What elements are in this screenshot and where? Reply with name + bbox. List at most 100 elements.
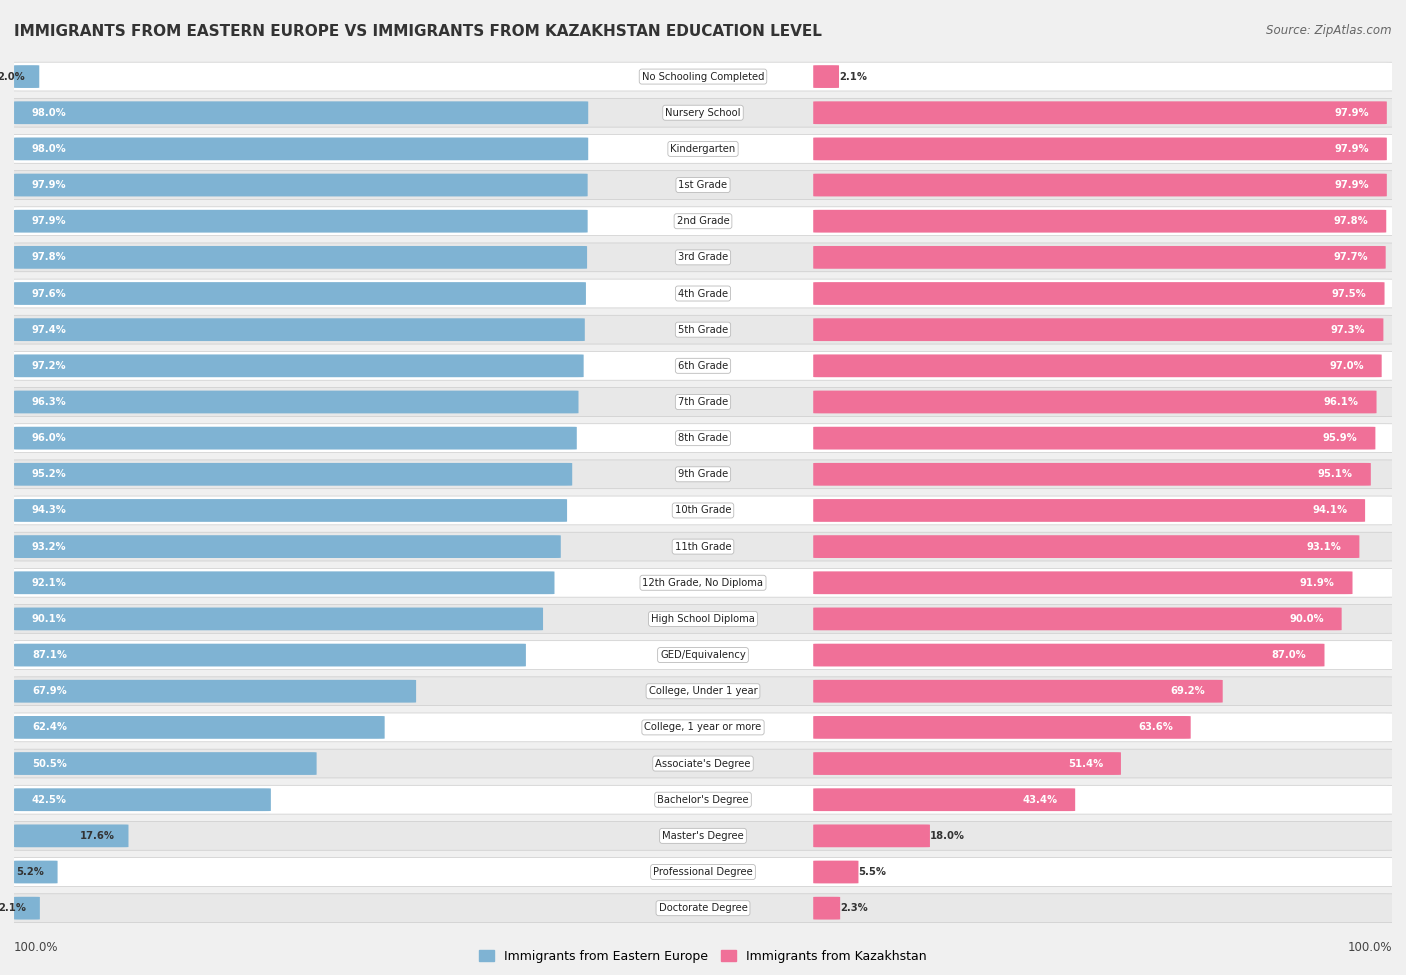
FancyBboxPatch shape — [10, 243, 1396, 272]
FancyBboxPatch shape — [813, 282, 1385, 305]
FancyBboxPatch shape — [14, 463, 572, 486]
Text: 18.0%: 18.0% — [929, 831, 965, 840]
FancyBboxPatch shape — [813, 680, 1223, 703]
FancyBboxPatch shape — [10, 315, 1396, 344]
Text: 5.5%: 5.5% — [859, 867, 886, 878]
FancyBboxPatch shape — [14, 137, 588, 160]
FancyBboxPatch shape — [14, 644, 526, 667]
FancyBboxPatch shape — [10, 279, 1396, 308]
FancyBboxPatch shape — [813, 752, 1121, 775]
Text: 97.9%: 97.9% — [1334, 180, 1369, 190]
FancyBboxPatch shape — [10, 894, 1396, 922]
Text: 92.1%: 92.1% — [32, 578, 67, 588]
Text: 6th Grade: 6th Grade — [678, 361, 728, 370]
FancyBboxPatch shape — [10, 604, 1396, 634]
FancyBboxPatch shape — [10, 351, 1396, 380]
Text: 98.0%: 98.0% — [32, 107, 66, 118]
Text: 8th Grade: 8th Grade — [678, 433, 728, 444]
Text: 17.6%: 17.6% — [80, 831, 115, 840]
Text: 2.1%: 2.1% — [839, 71, 868, 82]
FancyBboxPatch shape — [813, 318, 1384, 341]
Text: 2.1%: 2.1% — [0, 903, 27, 914]
Text: 67.9%: 67.9% — [32, 686, 66, 696]
FancyBboxPatch shape — [14, 101, 588, 124]
Text: 51.4%: 51.4% — [1067, 759, 1104, 768]
FancyBboxPatch shape — [14, 825, 128, 847]
FancyBboxPatch shape — [14, 355, 583, 377]
Text: 1st Grade: 1st Grade — [679, 180, 727, 190]
FancyBboxPatch shape — [10, 424, 1396, 452]
FancyBboxPatch shape — [14, 897, 39, 919]
Text: 91.9%: 91.9% — [1299, 578, 1334, 588]
FancyBboxPatch shape — [813, 463, 1371, 486]
Text: 97.6%: 97.6% — [32, 289, 66, 298]
Text: 3rd Grade: 3rd Grade — [678, 253, 728, 262]
Text: 97.7%: 97.7% — [1333, 253, 1368, 262]
Text: 97.9%: 97.9% — [32, 180, 66, 190]
FancyBboxPatch shape — [14, 607, 543, 630]
Text: 98.0%: 98.0% — [32, 144, 66, 154]
FancyBboxPatch shape — [14, 680, 416, 703]
FancyBboxPatch shape — [813, 391, 1376, 413]
FancyBboxPatch shape — [813, 897, 841, 919]
FancyBboxPatch shape — [10, 713, 1396, 742]
Text: Master's Degree: Master's Degree — [662, 831, 744, 840]
Text: 95.1%: 95.1% — [1317, 469, 1353, 480]
FancyBboxPatch shape — [813, 644, 1324, 667]
FancyBboxPatch shape — [813, 65, 839, 88]
Text: 97.5%: 97.5% — [1331, 289, 1367, 298]
FancyBboxPatch shape — [813, 716, 1191, 739]
Text: 42.5%: 42.5% — [32, 795, 67, 804]
FancyBboxPatch shape — [10, 749, 1396, 778]
Text: 95.9%: 95.9% — [1323, 433, 1357, 444]
FancyBboxPatch shape — [813, 427, 1375, 449]
Text: Bachelor's Degree: Bachelor's Degree — [657, 795, 749, 804]
FancyBboxPatch shape — [10, 641, 1396, 670]
Text: High School Diploma: High School Diploma — [651, 614, 755, 624]
Text: 63.6%: 63.6% — [1137, 722, 1173, 732]
Text: College, Under 1 year: College, Under 1 year — [648, 686, 758, 696]
Text: 90.1%: 90.1% — [32, 614, 67, 624]
FancyBboxPatch shape — [14, 282, 586, 305]
FancyBboxPatch shape — [14, 535, 561, 558]
FancyBboxPatch shape — [14, 752, 316, 775]
FancyBboxPatch shape — [14, 499, 567, 522]
Text: 97.8%: 97.8% — [32, 253, 66, 262]
FancyBboxPatch shape — [10, 858, 1396, 886]
Text: 96.0%: 96.0% — [32, 433, 66, 444]
Text: Nursery School: Nursery School — [665, 107, 741, 118]
FancyBboxPatch shape — [813, 499, 1365, 522]
Text: 2.3%: 2.3% — [841, 903, 868, 914]
FancyBboxPatch shape — [813, 789, 1076, 811]
Text: 2nd Grade: 2nd Grade — [676, 216, 730, 226]
Text: 5th Grade: 5th Grade — [678, 325, 728, 334]
FancyBboxPatch shape — [10, 568, 1396, 597]
FancyBboxPatch shape — [813, 174, 1386, 196]
Text: 90.0%: 90.0% — [1289, 614, 1323, 624]
Text: 43.4%: 43.4% — [1022, 795, 1057, 804]
FancyBboxPatch shape — [14, 65, 39, 88]
Text: Source: ZipAtlas.com: Source: ZipAtlas.com — [1267, 24, 1392, 37]
Text: 97.9%: 97.9% — [32, 216, 66, 226]
Text: Doctorate Degree: Doctorate Degree — [658, 903, 748, 914]
Text: 94.3%: 94.3% — [32, 505, 67, 516]
Text: 11th Grade: 11th Grade — [675, 541, 731, 552]
Legend: Immigrants from Eastern Europe, Immigrants from Kazakhstan: Immigrants from Eastern Europe, Immigran… — [474, 945, 932, 968]
FancyBboxPatch shape — [813, 825, 929, 847]
Text: 87.0%: 87.0% — [1272, 650, 1306, 660]
FancyBboxPatch shape — [813, 861, 859, 883]
Text: 97.4%: 97.4% — [32, 325, 67, 334]
Text: 100.0%: 100.0% — [14, 941, 59, 954]
FancyBboxPatch shape — [14, 716, 385, 739]
FancyBboxPatch shape — [14, 861, 58, 883]
FancyBboxPatch shape — [10, 532, 1396, 561]
Text: 10th Grade: 10th Grade — [675, 505, 731, 516]
FancyBboxPatch shape — [10, 822, 1396, 850]
FancyBboxPatch shape — [813, 607, 1341, 630]
Text: 97.0%: 97.0% — [1329, 361, 1364, 370]
Text: 62.4%: 62.4% — [32, 722, 67, 732]
Text: Kindergarten: Kindergarten — [671, 144, 735, 154]
FancyBboxPatch shape — [10, 785, 1396, 814]
Text: 5.2%: 5.2% — [15, 867, 44, 878]
Text: 2.0%: 2.0% — [0, 71, 25, 82]
